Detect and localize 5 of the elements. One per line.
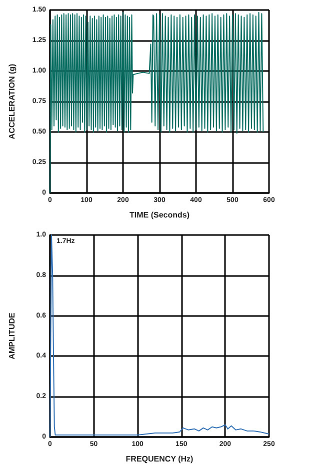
line-series	[50, 234, 270, 438]
x-axis-title: FREQUENCY (Hz)	[126, 454, 194, 464]
x-axis-title: TIME (Seconds)	[129, 210, 190, 220]
y-axis-title: ACCELERATION (g)	[8, 63, 16, 140]
y-axis-title: AMPLITUDE	[8, 312, 16, 360]
